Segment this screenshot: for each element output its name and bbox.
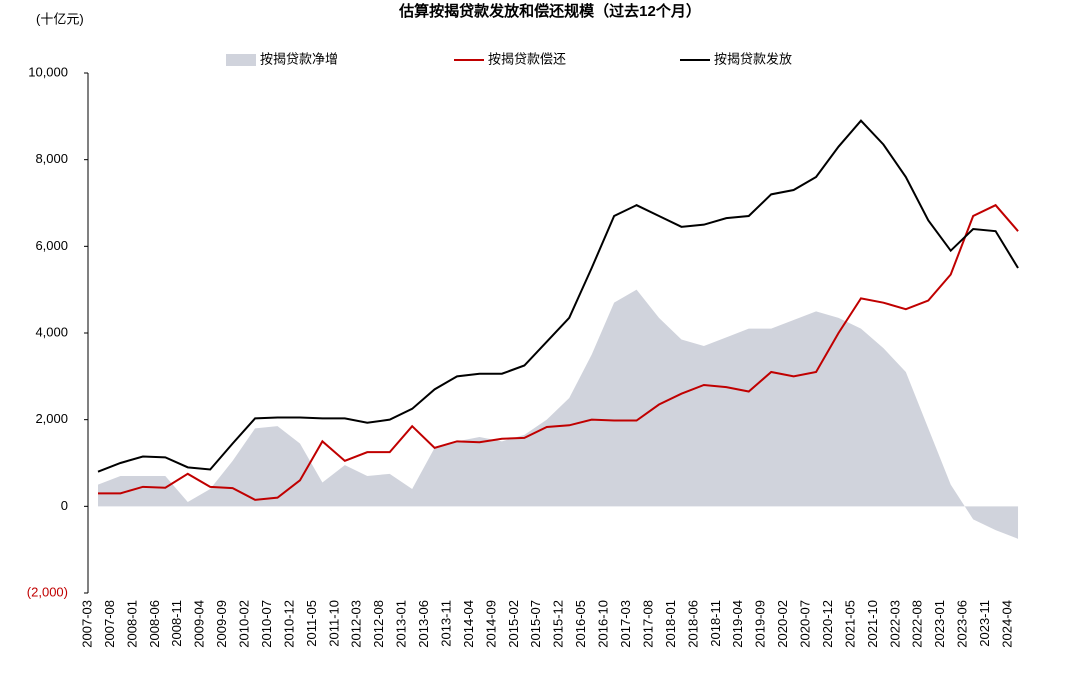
x-tick-label: 2023-11 <box>977 600 992 647</box>
y-tick-label: 4,000 <box>35 324 68 339</box>
x-tick-label: 2015-12 <box>551 600 566 648</box>
legend-label: 按揭贷款净增 <box>260 51 338 66</box>
x-tick-label: 2013-11 <box>438 600 453 647</box>
x-tick-label: 2013-01 <box>394 600 409 648</box>
x-tick-label: 2008-11 <box>169 600 184 647</box>
x-tick-label: 2020-12 <box>820 600 835 648</box>
chart-title: 估算按揭贷款发放和偿还规模（过去12个月） <box>398 2 701 20</box>
area <box>98 289 1019 539</box>
x-tick-label: 2020-02 <box>775 600 790 648</box>
x-tick-label: 2014-09 <box>483 600 498 648</box>
x-tick-label: 2008-06 <box>147 600 162 648</box>
x-tick-label: 2015-02 <box>506 600 521 648</box>
line <box>97 119 1019 473</box>
x-tick-label: 2009-09 <box>214 600 229 648</box>
x-tick-label: 2008-01 <box>124 600 139 648</box>
legend-label: 按揭贷款发放 <box>714 51 792 66</box>
x-tick-label: 2022-03 <box>887 600 902 648</box>
y-tick-label: 6,000 <box>35 238 68 253</box>
line <box>98 203 1019 501</box>
y-axis-label: (十亿元) <box>36 11 84 26</box>
x-tick-label: 2024-04 <box>999 600 1014 648</box>
legend-label: 按揭贷款偿还 <box>488 51 566 66</box>
x-tick-label: 2007-03 <box>79 600 94 648</box>
x-tick-label: 2010-12 <box>281 600 296 648</box>
x-tick-label: 2019-09 <box>753 600 768 648</box>
x-tick-label: 2016-10 <box>596 600 611 648</box>
x-tick-label: 2011-05 <box>304 600 319 647</box>
y-tick-label: 8,000 <box>35 151 68 166</box>
x-tick-label: 2021-05 <box>842 600 857 648</box>
x-tick-label: 2009-04 <box>192 600 207 648</box>
x-tick-label: 2015-07 <box>528 600 543 648</box>
x-tick-label: 2007-08 <box>102 600 117 648</box>
x-tick-label: 2022-08 <box>910 600 925 648</box>
x-tick-label: 2018-01 <box>663 600 678 648</box>
y-tick-label: 2,000 <box>35 411 68 426</box>
x-tick-label: 2012-03 <box>349 600 364 648</box>
x-tick-label: 2021-10 <box>865 600 880 648</box>
x-tick-label: 2020-07 <box>798 600 813 648</box>
y-tick-label: (2,000) <box>27 584 68 599</box>
x-tick-label: 2017-03 <box>618 600 633 648</box>
x-tick-label: 2018-11 <box>708 600 723 647</box>
x-tick-label: 2012-08 <box>371 600 386 648</box>
x-tick-label: 2011-10 <box>326 600 341 647</box>
x-tick-label: 2010-02 <box>237 600 252 648</box>
x-tick-label: 2016-05 <box>573 600 588 648</box>
x-tick-label: 2010-07 <box>259 600 274 648</box>
x-tick-label: 2019-04 <box>730 600 745 648</box>
x-tick-label: 2018-06 <box>685 600 700 648</box>
legend-swatch <box>226 54 256 66</box>
x-tick-label: 2023-06 <box>955 600 970 648</box>
x-tick-label: 2023-01 <box>932 600 947 648</box>
y-tick-label: 10,000 <box>28 64 68 79</box>
x-tick-label: 2013-06 <box>416 600 431 648</box>
x-tick-label: 2017-08 <box>640 600 655 648</box>
x-tick-label: 2014-04 <box>461 600 476 648</box>
y-tick-label: 0 <box>61 498 68 513</box>
